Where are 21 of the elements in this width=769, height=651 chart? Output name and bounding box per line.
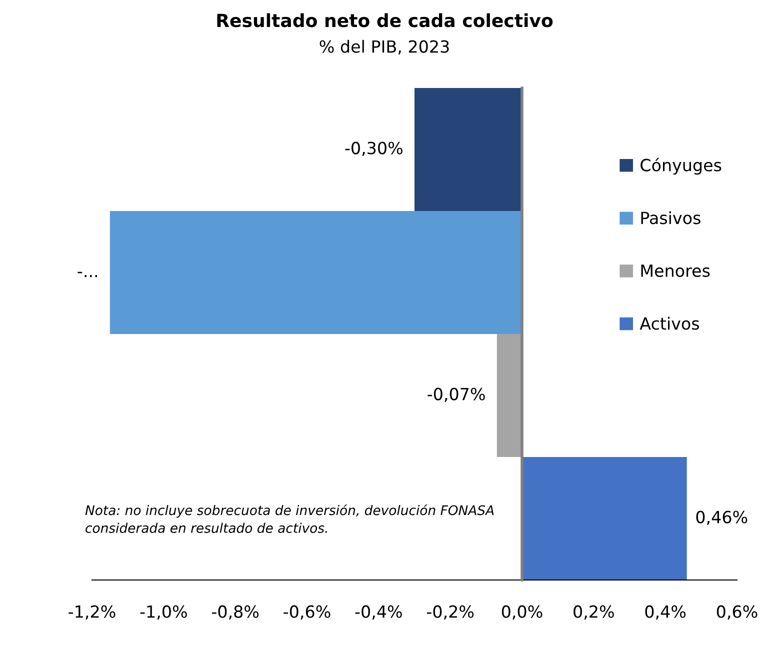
data-label: -0,30% [345,142,402,156]
legend-label: Pasivos [641,211,700,224]
annotation: Nota: no incluye sobrecuota de inversión, devolución FONASA considerada en resultado de activos. [85,504,494,533]
x-tick-label: 0,4% [645,605,686,620]
legend-label: Cónyuges [640,158,722,175]
x-tick-label: -1,2% [68,605,116,620]
x-tick-label: -0,4% [355,605,402,620]
data-label: -... [78,272,98,278]
chart-subtitle: % del PIB, 2023 [320,40,449,55]
x-tick-label: 0,0% [502,605,542,620]
x-tick-label: -0,2% [426,605,474,620]
data-label: -0,07% [428,388,485,402]
x-tick-label: -0,6% [284,605,330,620]
legend-label: Menores [641,264,710,278]
x-tick-label: -0,8% [212,605,259,620]
x-tick-label: 0,2% [574,605,614,620]
chart-title: Resultado neto de cada colectivo [217,13,553,28]
x-tick-label: -1,0% [140,605,187,620]
x-tick-label: 0,6% [716,605,758,620]
legend-label: Activos [640,316,700,330]
data-label: 0,46% [696,510,748,526]
